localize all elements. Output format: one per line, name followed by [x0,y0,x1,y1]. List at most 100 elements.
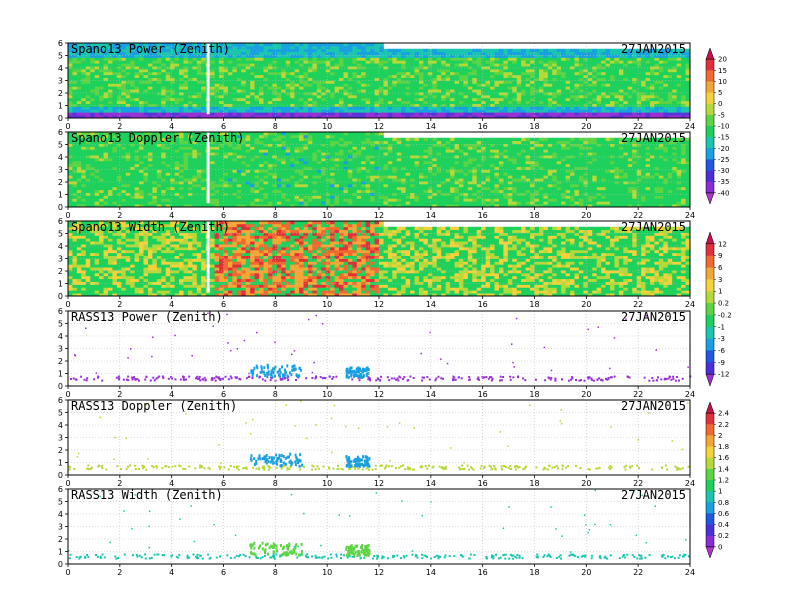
x-tick-label: 10 [322,479,332,488]
x-tick-label: 10 [322,300,332,309]
x-tick-label: 16 [478,122,488,131]
x-tick-label: 18 [529,568,539,577]
y-tick-label: 2 [58,178,63,187]
x-tick-label: 8 [273,479,278,488]
x-tick-label: 0 [65,479,70,488]
x-tick-label: 0 [65,211,70,220]
colorbar-label: 6 [718,264,723,272]
colorbar-label: 2 [718,432,722,440]
colorbar-label: -3 [718,335,725,343]
grid [68,43,690,118]
y-tick-label: 4 [58,421,63,430]
colorbar-label: -20 [718,145,729,153]
colorbar-label: 10 [718,78,727,86]
y-tick-label: 5 [58,141,63,150]
x-tick-label: 8 [273,390,278,399]
y-tick-label: 0 [58,114,63,123]
colorbar-label: 0.6 [718,510,730,518]
grid [68,132,690,207]
x-tick-label: 20 [581,479,591,488]
x-tick-label: 10 [322,122,332,131]
y-tick-label: 3 [58,345,63,354]
x-tick-label: 18 [529,300,539,309]
data-texture [69,312,692,382]
colorbar-label: -10 [718,123,729,131]
x-tick-label: 16 [478,479,488,488]
x-tick-label: 12 [374,300,384,309]
y-tick-label: 1 [58,548,63,557]
y-tick-label: 6 [58,217,63,226]
y-tick-label: 2 [58,357,63,366]
x-tick-label: 12 [374,479,384,488]
x-tick-label: 22 [633,568,643,577]
x-tick-label: 18 [529,122,539,131]
colorbar-label: 20 [718,56,727,64]
x-tick-label: 2 [117,122,122,131]
x-tick-label: 4 [169,568,174,577]
y-tick-label: 0 [58,292,63,301]
y-tick-label: 6 [58,307,63,316]
x-tick-label: 24 [685,122,695,131]
x-tick-label: 22 [633,390,643,399]
x-tick-label: 20 [581,211,591,220]
colorbar-label: -1 [718,323,725,331]
y-tick-label: 0 [58,203,63,212]
x-tick-label: 16 [478,211,488,220]
x-tick-label: 20 [581,390,591,399]
colorbar-label: 0 [718,100,722,108]
y-tick-label: 0 [58,560,63,569]
colorbar-label: 1 [718,488,722,496]
panel-date: 27JAN2015 [621,42,686,56]
x-tick-label: 22 [633,122,643,131]
colorbar-label: -0.2 [718,311,732,319]
x-tick-label: 10 [322,390,332,399]
x-tick-label: 24 [685,479,695,488]
x-tick-label: 8 [273,568,278,577]
colorbar-label: -35 [718,178,729,186]
data-texture [68,43,691,119]
x-tick-label: 20 [581,122,591,131]
colorbar-label: 3 [718,276,722,284]
x-tick-label: 4 [169,122,174,131]
y-tick-label: 0 [58,471,63,480]
colorbar-label: 5 [718,89,722,97]
y-tick-label: 6 [58,128,63,137]
x-tick-label: 16 [478,300,488,309]
colorbar-label: 2.2 [718,421,729,429]
x-tick-label: 16 [478,390,488,399]
colorbar-label: 1 [718,288,722,296]
colorbar-label: 2.4 [718,410,730,418]
colorbar-label: 0.4 [718,521,730,529]
y-tick-label: 6 [58,485,63,494]
x-tick-label: 0 [65,568,70,577]
data-texture [68,221,691,297]
y-tick-label: 1 [58,370,63,379]
x-tick-label: 4 [169,300,174,309]
data-texture [68,132,691,208]
x-tick-label: 6 [221,568,226,577]
x-tick-label: 2 [117,211,122,220]
x-tick-label: 12 [374,568,384,577]
x-tick-label: 2 [117,300,122,309]
y-tick-label: 6 [58,396,63,405]
x-tick-label: 12 [374,390,384,399]
panel-date: 27JAN2015 [621,310,686,324]
panel-title: RASS13 Power (Zenith) [71,310,223,324]
y-tick-label: 0 [58,382,63,391]
y-tick-label: 2 [58,535,63,544]
y-tick-label: 2 [58,89,63,98]
panel-title: RASS13 Doppler (Zenith) [71,399,237,413]
data-texture [68,489,690,560]
x-tick-label: 10 [322,568,332,577]
colorbar-label: 0.2 [718,532,729,540]
y-tick-label: 5 [58,52,63,61]
x-tick-label: 12 [374,122,384,131]
x-tick-label: 10 [322,211,332,220]
x-tick-label: 0 [65,390,70,399]
y-tick-label: 5 [58,320,63,329]
x-tick-label: 14 [426,211,436,220]
